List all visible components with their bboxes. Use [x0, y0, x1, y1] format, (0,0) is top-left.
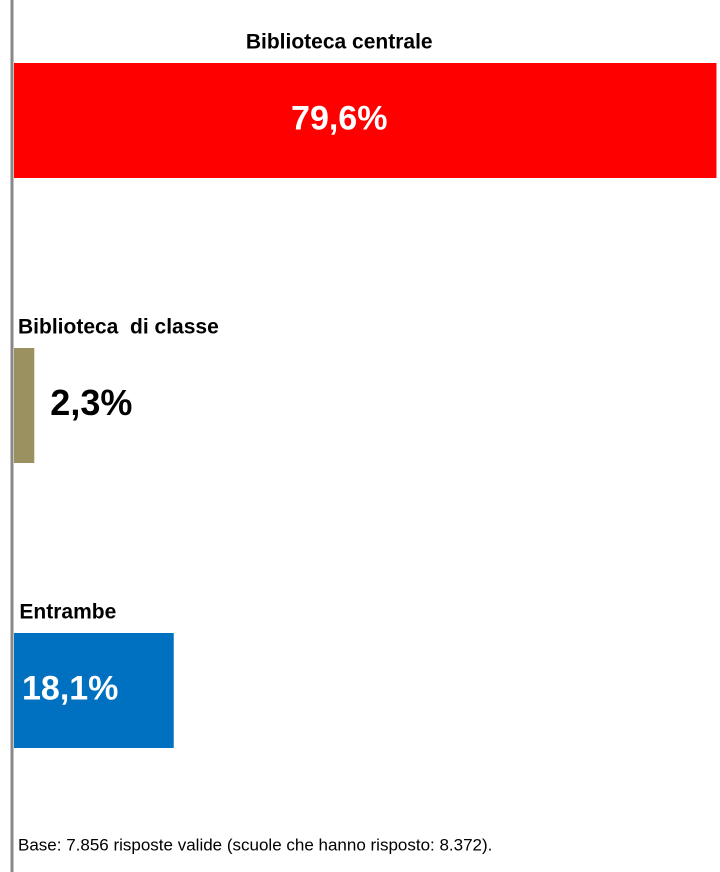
value-label: 18,1% [22, 669, 118, 707]
value-label: 79,6% [291, 99, 387, 137]
bar [14, 633, 174, 748]
footnote: Base: 7.856 risposte valide (scuole che … [18, 835, 492, 854]
bar [14, 348, 35, 463]
bar [14, 63, 717, 178]
category-label: Entrambe [19, 601, 116, 624]
value-label: 2,3% [50, 382, 132, 423]
category-label: Biblioteca centrale [246, 31, 433, 54]
category-label: Biblioteca di classe [18, 316, 219, 339]
